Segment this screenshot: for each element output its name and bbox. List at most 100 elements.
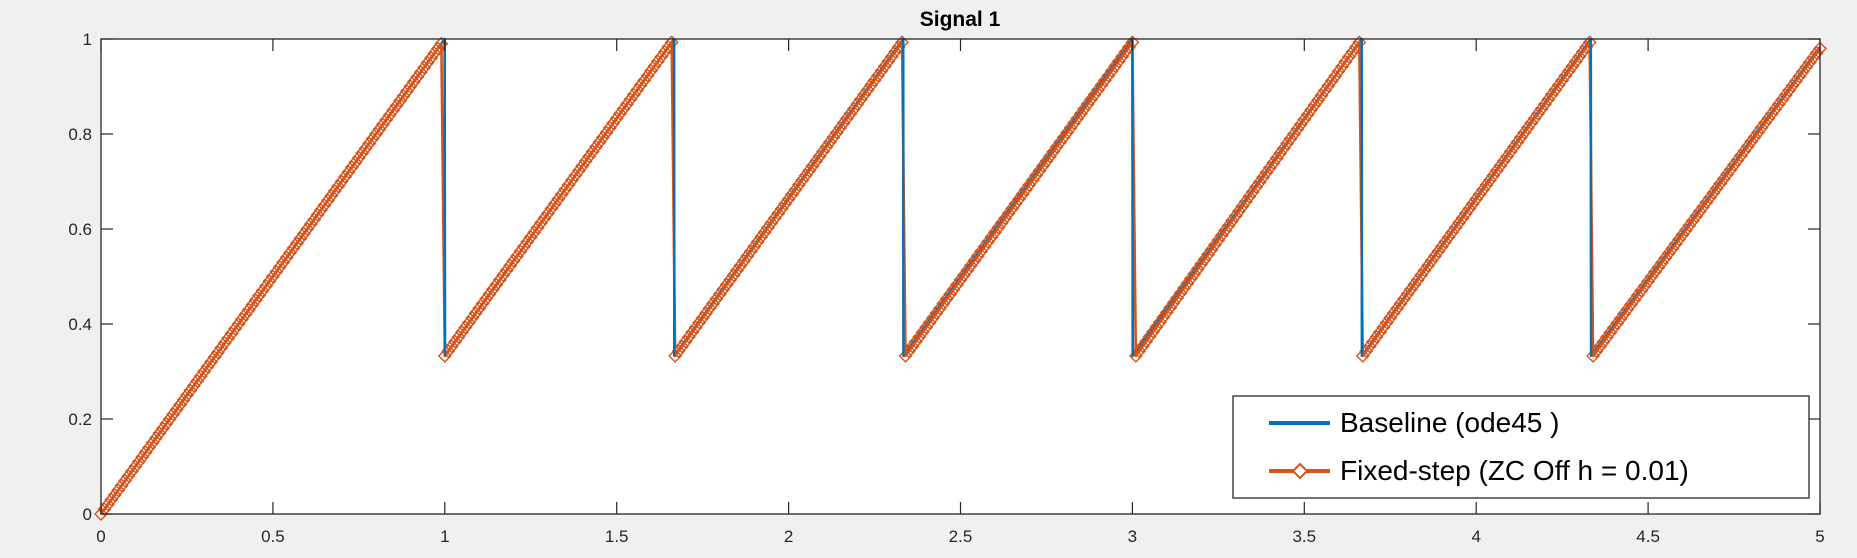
fixed-step-marker <box>901 344 916 359</box>
fixed-step-marker <box>540 206 555 221</box>
fixed-step-marker <box>853 92 868 107</box>
fixed-step-marker <box>503 258 518 273</box>
fixed-step-marker <box>764 215 779 230</box>
fixed-step-marker <box>207 350 222 365</box>
fixed-step-marker <box>1410 272 1425 287</box>
fixed-step-marker <box>1283 131 1298 146</box>
x-tick-label: 4 <box>1471 527 1480 546</box>
fixed-step-marker <box>128 459 143 474</box>
fixed-step-marker <box>1647 265 1662 279</box>
fixed-step-marker <box>922 315 937 330</box>
fixed-step-marker <box>1469 192 1484 207</box>
fixed-step-marker <box>1266 155 1281 170</box>
fixed-step-marker <box>654 49 669 64</box>
legend-fixed-step-marker <box>1291 462 1309 480</box>
fixed-step-marker <box>798 168 813 183</box>
fixed-step-marker <box>681 329 696 344</box>
fixed-step-marker <box>1751 125 1766 140</box>
fixed-step-marker <box>805 158 820 173</box>
fixed-step-marker <box>1806 50 1821 65</box>
legend-box <box>1232 395 1810 499</box>
fixed-step-marker <box>630 82 645 97</box>
fixed-step-marker <box>554 187 569 202</box>
fixed-step-marker <box>1094 78 1109 93</box>
fixed-step-marker <box>1727 157 1742 172</box>
fixed-step-marker <box>1785 78 1800 93</box>
fixed-step-marker <box>1448 220 1463 235</box>
fixed-step-marker <box>1685 213 1700 228</box>
fixed-step-marker <box>877 59 892 74</box>
fixed-step-marker <box>819 139 834 154</box>
fixed-step-marker <box>1262 160 1277 175</box>
fixed-step-marker <box>699 306 714 321</box>
fixed-step-marker <box>162 412 177 426</box>
fixed-step-marker <box>1788 74 1803 89</box>
fixed-step-marker <box>1599 330 1614 345</box>
fixed-step-marker <box>1066 116 1081 131</box>
fixed-step-marker <box>822 135 837 150</box>
fixed-step-marker <box>1427 249 1442 264</box>
fixed-step-marker <box>788 182 803 197</box>
fixed-step-marker <box>719 277 734 292</box>
fixed-step-marker <box>1235 199 1250 214</box>
fixed-step-marker <box>1176 281 1191 296</box>
fixed-step-marker <box>238 307 253 322</box>
fixed-step-marker <box>1362 339 1377 354</box>
fixed-step-marker <box>259 279 274 293</box>
fixed-step-marker <box>303 217 318 232</box>
fixed-step-marker <box>1287 126 1301 141</box>
fixed-step-marker <box>1754 120 1769 135</box>
fixed-step-marker <box>1610 316 1625 331</box>
fixed-step-marker <box>898 348 913 363</box>
fixed-step-marker <box>1634 283 1649 298</box>
fixed-step-marker <box>1675 227 1690 242</box>
y-tick-label: 1 <box>83 30 92 49</box>
fixed-step-marker <box>809 154 824 169</box>
fixed-step-marker <box>1689 209 1704 224</box>
fixed-step-marker <box>1372 325 1387 340</box>
fixed-step-marker <box>131 454 146 469</box>
fixed-step-marker <box>1654 255 1669 270</box>
x-tick-label: 2 <box>784 527 793 546</box>
series-fixed-step-markers <box>94 35 1827 521</box>
fixed-step-marker <box>1118 44 1133 59</box>
fixed-step-marker <box>410 70 425 84</box>
fixed-step-marker <box>1627 292 1642 307</box>
fixed-step-marker <box>286 241 301 255</box>
fixed-step-marker <box>637 73 652 88</box>
fixed-step-marker <box>1476 182 1491 197</box>
fixed-step-marker <box>1297 112 1312 127</box>
fixed-step-marker <box>1290 122 1305 137</box>
fixed-step-marker <box>176 393 191 407</box>
fixed-step-marker <box>231 317 246 331</box>
fixed-step-marker <box>1355 348 1370 363</box>
fixed-step-marker <box>399 84 414 99</box>
fixed-step-marker <box>1682 218 1697 233</box>
fixed-step-marker <box>1163 300 1178 315</box>
fixed-step-marker <box>1280 136 1295 151</box>
fixed-step-marker <box>1421 258 1436 273</box>
fixed-step-marker <box>118 473 133 488</box>
fixed-step-marker <box>1747 129 1762 144</box>
fixed-step-marker <box>1104 63 1119 78</box>
fixed-step-marker <box>1493 158 1508 173</box>
fixed-step-marker <box>1166 295 1181 310</box>
fixed-step-marker <box>1046 144 1061 159</box>
fixed-step-marker <box>974 244 989 259</box>
fixed-step-marker <box>300 222 315 236</box>
fixed-step-marker <box>1053 135 1068 150</box>
fixed-step-marker <box>981 234 995 249</box>
fixed-step-marker <box>534 215 549 230</box>
fixed-step-marker <box>200 359 215 374</box>
fixed-step-marker <box>1692 204 1707 219</box>
fixed-step-marker <box>272 260 287 274</box>
fixed-step-marker <box>1678 223 1693 238</box>
fixed-step-marker <box>1503 144 1518 159</box>
fixed-step-marker <box>943 287 958 302</box>
fixed-step-marker <box>977 239 992 254</box>
fixed-step-marker <box>1111 54 1126 69</box>
fixed-step-marker <box>217 336 232 350</box>
fixed-step-marker <box>1314 88 1329 103</box>
fixed-step-marker <box>558 182 573 197</box>
fixed-step-marker <box>740 249 755 264</box>
